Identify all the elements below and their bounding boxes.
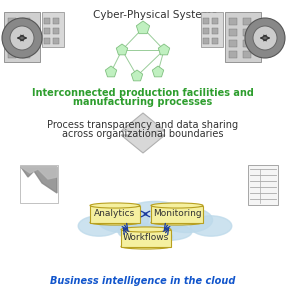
Bar — [203, 18, 209, 24]
Ellipse shape — [118, 224, 166, 240]
Text: Analytics: Analytics — [94, 209, 136, 219]
Bar — [42, 12, 64, 47]
Ellipse shape — [78, 216, 120, 236]
Ellipse shape — [90, 220, 140, 225]
Bar — [44, 38, 50, 44]
Bar — [8, 18, 16, 25]
Ellipse shape — [121, 201, 189, 233]
Bar — [229, 51, 237, 58]
Bar — [248, 165, 278, 205]
Bar — [229, 40, 237, 47]
Bar — [229, 29, 237, 36]
Ellipse shape — [144, 224, 192, 240]
Bar — [4, 12, 40, 62]
Polygon shape — [152, 66, 164, 77]
Ellipse shape — [97, 207, 149, 233]
Ellipse shape — [121, 244, 171, 249]
Bar — [212, 28, 218, 34]
Text: Cyber-Physical Systems: Cyber-Physical Systems — [93, 10, 217, 20]
Bar — [22, 51, 30, 58]
Bar — [151, 205, 203, 222]
Ellipse shape — [151, 220, 203, 225]
Bar — [243, 29, 251, 36]
Ellipse shape — [137, 230, 172, 243]
Polygon shape — [131, 70, 143, 81]
Text: Workflows: Workflows — [123, 234, 169, 243]
Bar — [22, 29, 30, 36]
Polygon shape — [21, 167, 57, 179]
Bar — [22, 18, 30, 25]
Polygon shape — [136, 21, 150, 34]
Ellipse shape — [151, 203, 203, 208]
Text: Process transparency and data sharing: Process transparency and data sharing — [47, 120, 238, 130]
Ellipse shape — [190, 216, 232, 236]
Bar — [22, 40, 30, 47]
Bar — [203, 38, 209, 44]
Text: manufacturing processes: manufacturing processes — [73, 97, 213, 107]
Ellipse shape — [121, 227, 171, 232]
Bar — [212, 38, 218, 44]
Ellipse shape — [161, 207, 213, 233]
Bar — [243, 18, 251, 25]
Bar — [243, 51, 251, 58]
Polygon shape — [105, 66, 117, 77]
Bar — [8, 29, 16, 36]
Bar — [225, 12, 261, 62]
Bar — [201, 12, 223, 47]
Bar — [90, 205, 140, 222]
Bar — [8, 51, 16, 58]
Bar — [212, 18, 218, 24]
Bar — [44, 28, 50, 34]
Ellipse shape — [90, 203, 140, 208]
Circle shape — [10, 26, 34, 50]
Bar — [229, 18, 237, 25]
Polygon shape — [116, 44, 128, 55]
Circle shape — [245, 18, 285, 58]
Bar — [243, 40, 251, 47]
Bar — [53, 28, 59, 34]
Text: across organizational boundaries: across organizational boundaries — [62, 129, 224, 139]
Circle shape — [2, 18, 42, 58]
Bar — [8, 40, 16, 47]
Bar — [53, 18, 59, 24]
Polygon shape — [21, 167, 57, 193]
Bar — [44, 18, 50, 24]
Text: Business intelligence in the cloud: Business intelligence in the cloud — [50, 276, 236, 286]
Text: Interconnected production facilities and: Interconnected production facilities and — [32, 88, 254, 98]
Bar — [20, 165, 58, 203]
Polygon shape — [158, 44, 170, 55]
Polygon shape — [121, 113, 165, 153]
Bar — [53, 38, 59, 44]
Bar — [121, 229, 171, 246]
Text: Monitoring: Monitoring — [153, 209, 201, 219]
Bar — [203, 28, 209, 34]
Circle shape — [253, 26, 277, 50]
